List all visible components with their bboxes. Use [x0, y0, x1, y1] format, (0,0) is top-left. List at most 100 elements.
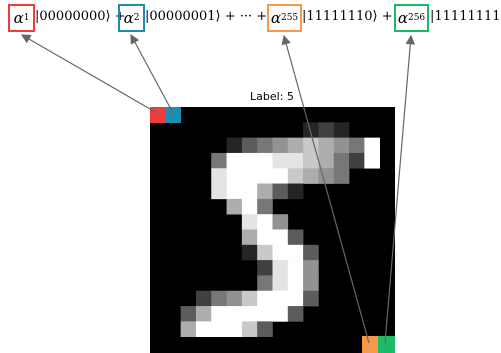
pixel: [227, 321, 243, 337]
pixel: [303, 291, 319, 307]
pixel: [242, 230, 258, 246]
pixel: [288, 168, 304, 184]
pixel: [349, 138, 365, 154]
pixel: [242, 291, 258, 307]
pixel: [273, 214, 289, 230]
ket: |00000001⟩ + ··· +: [145, 9, 267, 24]
coefficient-index: 1: [24, 13, 30, 23]
image-panel: Label: 5: [0, 0, 501, 353]
image-label: Label: 5: [250, 90, 294, 103]
pixel: [257, 275, 273, 291]
pixel: [273, 291, 289, 307]
pixel: [303, 153, 319, 169]
pixel: [303, 122, 319, 138]
ket: |00000000⟩ +: [35, 9, 126, 24]
ket: |11111111⟩: [430, 9, 501, 24]
pixel: [288, 260, 304, 276]
pixel: [349, 153, 365, 169]
pixel: [242, 245, 258, 261]
pixel: [211, 153, 227, 169]
pixel: [211, 291, 227, 307]
pixel: [303, 168, 319, 184]
pixel: [288, 291, 304, 307]
diagram: Label: 5 α1 |00000000⟩ + α2 |00000001⟩ +…: [0, 0, 501, 353]
pixel: [257, 199, 273, 215]
pixel-second-last: [362, 336, 378, 353]
pixel: [288, 275, 304, 291]
coefficient-index: 255: [281, 13, 298, 23]
pixel: [288, 153, 304, 169]
coefficient-symbol: α: [271, 9, 281, 27]
pixel: [257, 168, 273, 184]
pixel: [288, 245, 304, 261]
pixel: [242, 168, 258, 184]
pixel: [318, 122, 334, 138]
pixel: [227, 306, 243, 322]
pixel: [227, 138, 243, 154]
pixel: [273, 138, 289, 154]
pixel: [318, 138, 334, 154]
pixel: [257, 321, 273, 337]
pixel: [257, 306, 273, 322]
pixel: [257, 138, 273, 154]
pixel: [227, 153, 243, 169]
pixel: [242, 306, 258, 322]
pixel: [257, 214, 273, 230]
pixel: [227, 184, 243, 200]
pixel: [303, 275, 319, 291]
coefficient-symbol: α: [14, 9, 24, 27]
pixel: [181, 321, 197, 337]
pixel: [334, 122, 350, 138]
coefficient-box: α255: [267, 4, 302, 32]
pixel: [334, 153, 350, 169]
pixel: [227, 199, 243, 215]
pixel: [196, 321, 212, 337]
pixel: [257, 291, 273, 307]
pixel: [273, 153, 289, 169]
pixel: [364, 138, 380, 154]
coefficient-symbol: α: [124, 9, 134, 27]
pixel: [242, 214, 258, 230]
pixel: [257, 184, 273, 200]
pixel: [242, 184, 258, 200]
pixel: [273, 275, 289, 291]
pixel: [257, 153, 273, 169]
pixel: [273, 168, 289, 184]
pixel: [288, 306, 304, 322]
pixel: [303, 260, 319, 276]
pixel: [273, 260, 289, 276]
pixel: [242, 321, 258, 337]
pixel: [273, 230, 289, 246]
pixel: [257, 230, 273, 246]
pixel: [227, 291, 243, 307]
pixel: [227, 168, 243, 184]
pixel: [242, 199, 258, 215]
pixel: [288, 184, 304, 200]
pixel: [364, 153, 380, 169]
pixel: [273, 245, 289, 261]
pixel: [242, 153, 258, 169]
coefficient-index: 256: [408, 13, 425, 23]
pixel: [288, 230, 304, 246]
pixel: [273, 184, 289, 200]
pixel: [257, 260, 273, 276]
pixel: [211, 168, 227, 184]
pixel: [334, 168, 350, 184]
pixel: [211, 321, 227, 337]
pixel-first: [150, 107, 166, 123]
pixel: [303, 245, 319, 261]
pixel: [181, 306, 197, 322]
coefficient-symbol: α: [398, 9, 408, 27]
coefficient-index: 2: [134, 13, 140, 23]
pixel: [242, 138, 258, 154]
pixel: [211, 184, 227, 200]
pixel: [196, 306, 212, 322]
pixel: [318, 153, 334, 169]
pixel-second: [166, 107, 181, 123]
ket: |11111110⟩ +: [302, 9, 393, 24]
pixel-last: [378, 336, 395, 353]
pixel: [273, 306, 289, 322]
